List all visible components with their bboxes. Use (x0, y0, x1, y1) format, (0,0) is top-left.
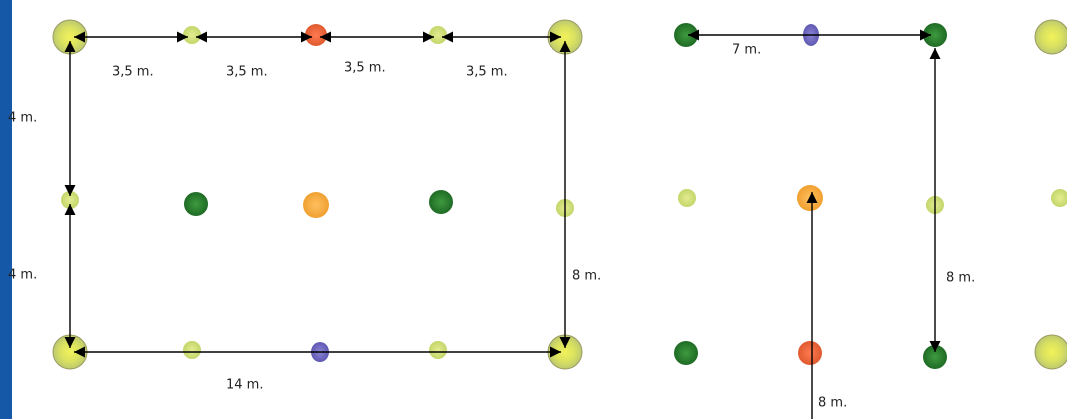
distance-label: 3,5 m. (112, 65, 154, 80)
small-plant (61, 26, 1067, 359)
plants (52, 19, 1067, 370)
distance-label: 4 m. (8, 111, 37, 126)
distance-label: 8 m. (946, 271, 975, 286)
distance-label: 4 m. (8, 268, 37, 283)
distance-label: 3,5 m. (466, 65, 508, 80)
distance-label: 8 m. (818, 396, 847, 411)
large-plant (52, 19, 1067, 370)
distance-label: 3,5 m. (226, 65, 268, 80)
distance-label: 7 m. (732, 43, 761, 58)
distance-label: 8 m. (572, 269, 601, 284)
dark-plant (184, 23, 947, 369)
dimension-lines (64, 29, 941, 419)
distance-label: 14 m. (226, 378, 263, 393)
side-bar (0, 0, 12, 419)
labels: 3,5 m. 3,5 m. 3,5 m. 3,5 m. 4 m. 4 m. 8 … (8, 43, 975, 411)
distance-label: 3,5 m. (344, 61, 386, 76)
